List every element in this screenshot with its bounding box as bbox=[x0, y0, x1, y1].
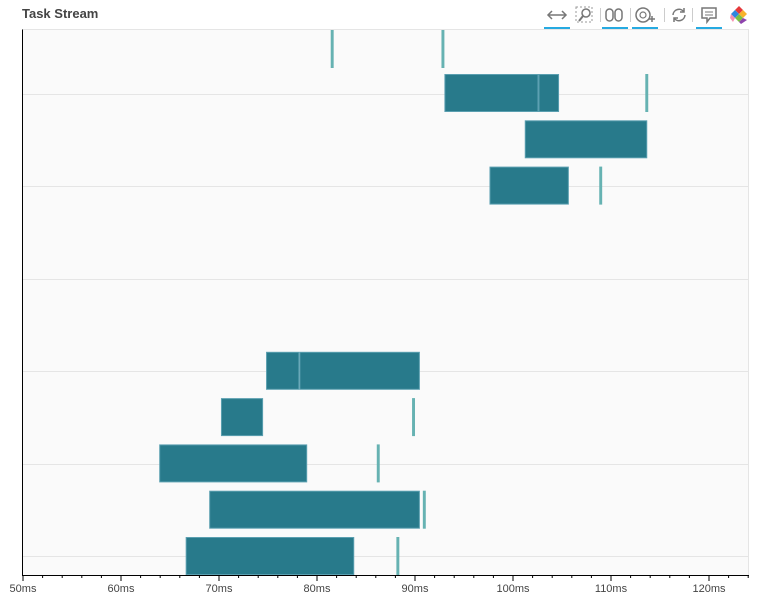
box-zoom-tool-button[interactable] bbox=[572, 4, 598, 26]
bokeh-logo-icon bbox=[730, 6, 747, 24]
task-bar bbox=[489, 166, 569, 205]
x-tick-label: 60ms bbox=[108, 583, 135, 595]
task-bar bbox=[524, 120, 648, 159]
transfer-bar bbox=[441, 30, 445, 68]
tap-tool-button[interactable] bbox=[602, 4, 628, 29]
x-tick-label: 120ms bbox=[692, 583, 726, 595]
task-bar bbox=[266, 351, 300, 390]
hover-icon bbox=[701, 7, 717, 24]
task-bar bbox=[185, 537, 355, 575]
bokeh-logo-button[interactable] bbox=[726, 4, 752, 26]
task-bar bbox=[538, 74, 560, 112]
transfer-bar bbox=[396, 537, 400, 575]
hover-tool-button[interactable] bbox=[696, 4, 722, 29]
x-tick-label: 100ms bbox=[496, 583, 530, 595]
wheel-zoom-icon bbox=[635, 7, 655, 23]
task-bar bbox=[444, 74, 539, 112]
transfer-bar bbox=[599, 166, 603, 205]
x-tick-label: 70ms bbox=[206, 583, 233, 595]
transfer-bar bbox=[645, 74, 649, 112]
x-tick-label: 50ms bbox=[10, 583, 37, 595]
x-tick-label: 110ms bbox=[595, 583, 628, 595]
task-bar bbox=[159, 444, 308, 483]
task-bar bbox=[220, 398, 264, 437]
task-bar bbox=[299, 351, 420, 390]
transfer-bar bbox=[422, 490, 426, 529]
reset-icon bbox=[672, 8, 686, 22]
zoom-icon bbox=[575, 6, 593, 23]
transfer-bar bbox=[330, 30, 334, 68]
plot-area[interactable] bbox=[22, 29, 749, 575]
pan-icon bbox=[546, 10, 568, 20]
x-tick-label: 80ms bbox=[304, 583, 331, 595]
chart-title: Task Stream bbox=[22, 6, 99, 21]
transfer-bar bbox=[376, 444, 380, 483]
tap-icon bbox=[605, 8, 623, 22]
x-tick-label: 90ms bbox=[402, 583, 429, 595]
pan-tool-button[interactable] bbox=[544, 4, 570, 29]
wheel-zoom-tool-button[interactable] bbox=[632, 4, 658, 29]
chart-toolbar bbox=[540, 2, 760, 30]
reset-tool-button[interactable] bbox=[666, 4, 692, 26]
task-bar bbox=[209, 490, 420, 529]
transfer-bar bbox=[412, 398, 415, 437]
